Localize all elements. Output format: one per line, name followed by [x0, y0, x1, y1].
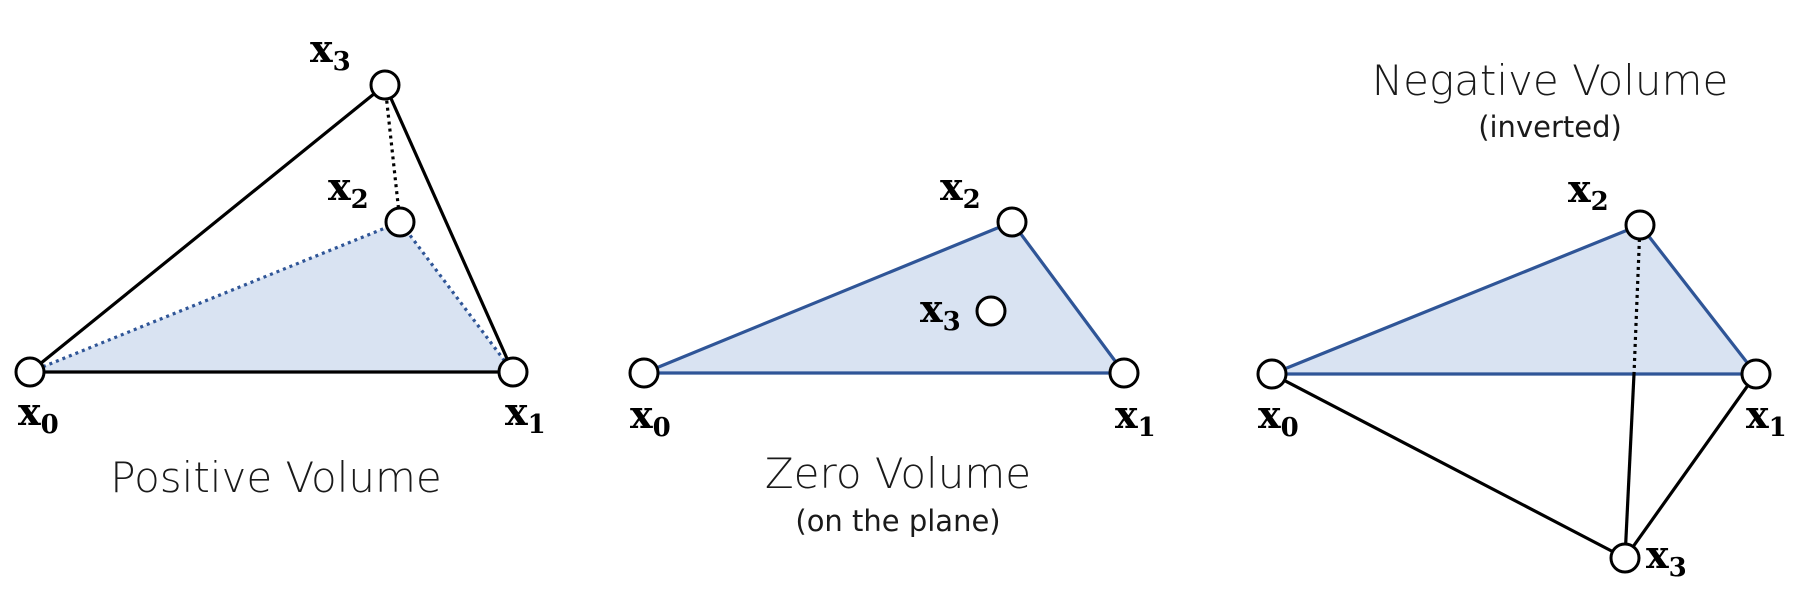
vertex-x0 [14, 356, 46, 388]
caption-positive-volume: Positive Volume [110, 453, 441, 502]
label-x3: x3 [310, 26, 351, 77]
edge-x1-x2 [1010, 221, 1126, 374]
caption-negative-volume: Negative Volume [1372, 56, 1729, 105]
edge-x0-x2 [1271, 223, 1641, 376]
edge-x0-x2 [643, 220, 1013, 375]
label-x2: x2 [328, 164, 369, 215]
label-x1: x1 [505, 389, 546, 440]
panel-negative-volume: x0 x1 x2 x3 Negative Volume (inverted) [1256, 56, 1787, 583]
vertex-x2 [384, 206, 416, 238]
subcaption-negative-volume: (inverted) [1478, 110, 1622, 144]
vertex-x2 [996, 206, 1028, 238]
vertex-x2 [1624, 209, 1656, 241]
panel-zero-volume: x0 x1 x2 x3 Zero Volume (on the plane) [628, 164, 1156, 538]
panel-positive-volume: x0 x1 x2 x3 Positive Volume [14, 26, 546, 502]
label-x3: x3 [920, 286, 961, 337]
label-x2: x2 [940, 164, 981, 215]
vertex-x0 [1256, 358, 1288, 390]
base-face [644, 222, 1124, 373]
subcaption-zero-volume: (on the plane) [795, 504, 1000, 538]
vertex-x3 [975, 295, 1007, 327]
vertex-x1 [1740, 358, 1772, 390]
base-face [1272, 225, 1756, 374]
label-x1: x1 [1746, 392, 1787, 443]
label-x0: x0 [630, 392, 671, 443]
edge-x1-x2 [1638, 224, 1758, 375]
edge-x0-x3 [28, 83, 387, 374]
vertex-x3 [1609, 542, 1641, 574]
vertex-x3 [369, 69, 401, 101]
label-x0: x0 [1258, 392, 1299, 443]
label-x3: x3 [1646, 532, 1687, 583]
edge-x1-x2 [398, 221, 515, 373]
vertex-x1 [1108, 357, 1140, 389]
edge-x1-x3 [383, 84, 515, 373]
edge-x2-x3 [383, 84, 402, 223]
caption-zero-volume: Zero Volume [765, 449, 1031, 498]
edge-x1-x3 [1623, 373, 1758, 559]
edge-x0-x3 [1271, 372, 1626, 560]
label-x0: x0 [18, 389, 59, 440]
label-x1: x1 [1115, 392, 1156, 443]
label-x2: x2 [1568, 166, 1609, 217]
vertex-x1 [497, 356, 529, 388]
base-face [30, 222, 513, 372]
edge-x2-x3 [1623, 373, 1636, 559]
vertex-x0 [628, 357, 660, 389]
